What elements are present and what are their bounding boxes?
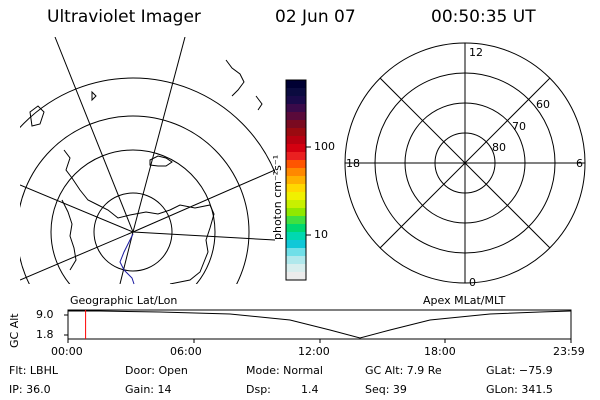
- timeline-ticks: [64, 314, 572, 343]
- mlt-diagonal: [379, 77, 551, 249]
- meridian-line: [54, 37, 134, 233]
- meridian-line: [20, 184, 134, 233]
- colorbar-unit-label: photon cm⁻²s⁻¹: [271, 154, 284, 240]
- color-bar-segment: [286, 240, 306, 249]
- color-bar-segment: [286, 272, 306, 281]
- color-bar-segment: [286, 136, 306, 145]
- mlt-label-top: 12: [469, 46, 483, 59]
- timeline-xtick: 12:00: [298, 345, 330, 358]
- glon-info: GLon: 341.5: [486, 383, 553, 396]
- coastline: [61, 199, 77, 271]
- time-label: 00:50:35 UT: [431, 7, 536, 27]
- color-bar-segment: [286, 176, 306, 185]
- color-bar-segment: [286, 160, 306, 169]
- color-bar-segment: [286, 112, 306, 121]
- coastline: [29, 105, 45, 127]
- mlat-label-80: 80: [492, 141, 506, 154]
- color-bar-frame: [285, 79, 307, 281]
- dsp-label: Dsp:: [246, 383, 271, 396]
- timeline-frame: [67, 309, 572, 340]
- color-bar-segment: [286, 256, 306, 265]
- timeline-ylabel: GC Alt: [8, 313, 21, 348]
- gc-altitude-curve: [68, 310, 572, 339]
- geographic-map: [20, 37, 275, 284]
- meridian-line: [132, 37, 186, 233]
- latitude-circle: [50, 149, 216, 284]
- mlat-label-60: 60: [536, 98, 550, 111]
- colorbar-tick-label: 100: [314, 140, 335, 153]
- color-bar-segment: [286, 128, 306, 137]
- door-info: Door: Open: [125, 364, 188, 377]
- meridian-line: [20, 231, 134, 281]
- filter-info: Flt: LBHL: [9, 364, 58, 377]
- color-bar-segment: [286, 184, 306, 193]
- color-bar-segment: [286, 104, 306, 113]
- color-bar-segment: [286, 192, 306, 201]
- apex-label: Apex MLat/MLT: [423, 294, 506, 307]
- meridian-line: [119, 231, 134, 284]
- timeline-xtick: 00:00: [51, 345, 83, 358]
- color-bar: [286, 80, 306, 281]
- timeline-ytick: 1.8: [36, 328, 54, 341]
- color-bar-segment: [286, 216, 306, 225]
- latitude-circle: [20, 77, 275, 174]
- mode-info: Mode: Normal: [246, 364, 323, 377]
- latitude-circle: [93, 192, 173, 272]
- color-bar-segment: [286, 88, 306, 97]
- color-bar-segment: [286, 208, 306, 217]
- seq-info: Seq: 39: [365, 383, 407, 396]
- color-bar-segment: [286, 80, 306, 89]
- geographic-label: Geographic Lat/Lon: [70, 294, 178, 307]
- coastline: [225, 59, 245, 97]
- mlt-label-bottom: 0: [469, 276, 476, 289]
- timeline-xtick: 23:59: [553, 345, 585, 358]
- color-bar-segment: [286, 248, 306, 257]
- coastline: [149, 155, 173, 167]
- color-bar-segment: [286, 152, 306, 161]
- meridian-line: [132, 169, 275, 233]
- color-bar-segment: [286, 224, 306, 233]
- timeline-xtick: 18:00: [424, 345, 456, 358]
- meridian-line: [132, 231, 275, 241]
- dsp-value: 1.4: [301, 383, 319, 396]
- color-bar-segment: [286, 200, 306, 209]
- satellite-ground-track: [119, 233, 135, 285]
- glat-info: GLat: −75.9: [486, 364, 553, 377]
- gain-info: Gain: 14: [125, 383, 172, 396]
- color-bar-segment: [286, 232, 306, 241]
- color-bar-segment: [286, 168, 306, 177]
- instrument-title: Ultraviolet Imager: [47, 7, 201, 27]
- timeline-xtick: 06:00: [170, 345, 202, 358]
- date-label: 02 Jun 07: [275, 7, 356, 27]
- ip-info: IP: 36.0: [9, 383, 51, 396]
- colorbar-tick-label: 10: [314, 228, 328, 241]
- coastline: [91, 90, 97, 102]
- timeline-ytick: 9.0: [36, 308, 54, 321]
- coastline: [63, 149, 215, 284]
- color-bar-segment: [286, 264, 306, 273]
- coastline: [255, 95, 263, 111]
- latitude-circle: [20, 115, 250, 284]
- mlat-label-70: 70: [512, 120, 526, 133]
- color-bar-segment: [286, 144, 306, 153]
- mlt-label-right: 6: [576, 157, 583, 170]
- apex-polar-plot: [344, 42, 586, 284]
- color-bar-segment: [286, 120, 306, 129]
- color-bar-segment: [286, 96, 306, 105]
- gc-alt-info: GC Alt: 7.9 Re: [365, 364, 442, 377]
- mlt-label-left: 18: [346, 157, 360, 170]
